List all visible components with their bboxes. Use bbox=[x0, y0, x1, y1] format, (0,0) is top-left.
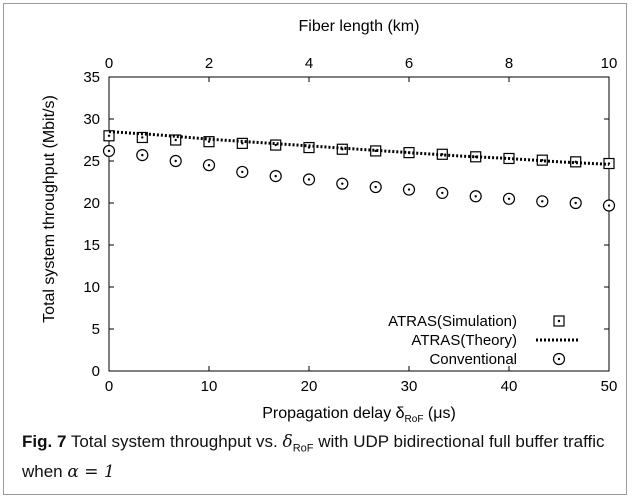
plot-area-frame bbox=[108, 76, 610, 372]
marker-dot bbox=[274, 143, 277, 147]
data-point-conventional bbox=[502, 192, 516, 205]
caption-figure-label: Fig. 7 bbox=[22, 432, 67, 451]
caption-symbol: δ bbox=[282, 432, 293, 452]
data-point-conventional bbox=[169, 154, 182, 168]
data-point-conventional bbox=[269, 170, 282, 183]
y-tick-label: 5 bbox=[92, 321, 100, 338]
data-point-atras-simulation bbox=[170, 134, 182, 146]
x-axis-title-subscript: RoF bbox=[405, 414, 424, 424]
data-point-conventional bbox=[302, 173, 316, 186]
y-tick-label: 30 bbox=[83, 111, 100, 128]
marker-dot bbox=[307, 178, 311, 181]
marker-dot bbox=[207, 164, 211, 167]
caption-text-2: with UDP bidirectional full buffer traff… bbox=[22, 432, 605, 482]
caption-text-1: Total system throughput vs. bbox=[66, 432, 283, 451]
x2-tick-label: 4 bbox=[305, 55, 313, 72]
marker-dot bbox=[441, 191, 444, 195]
data-point-conventional bbox=[569, 196, 582, 210]
marker-dot bbox=[107, 149, 111, 153]
caption-alpha-expression: α = 1 bbox=[67, 462, 115, 483]
x2-tick-label: 0 bbox=[105, 55, 113, 72]
data-point-conventional bbox=[402, 183, 416, 196]
x-tick-label: 40 bbox=[501, 378, 518, 395]
marker-dot bbox=[407, 188, 411, 191]
figure-frame: Fiber length (km) 0 5 10 15 20 25 30 35 0 10 20 30 4… bbox=[3, 3, 627, 495]
data-point-atras-simulation bbox=[236, 137, 248, 149]
caption-symbol-subscript: RoF bbox=[292, 442, 314, 455]
data-point-atras-simulation bbox=[103, 130, 115, 142]
marker-dot bbox=[274, 174, 277, 178]
legend-swatch-conventional bbox=[552, 352, 566, 366]
figure-caption: Fig. 7 Total system throughput vs. δRoF … bbox=[22, 430, 622, 484]
data-point-conventional bbox=[536, 195, 549, 208]
legend-label-atras-theory: ATRAS(Theory) bbox=[411, 332, 517, 349]
data-point-conventional bbox=[136, 149, 149, 162]
series-line-atras-theory bbox=[108, 130, 610, 166]
x-axis-title-main: Propagation delay δ bbox=[262, 405, 404, 422]
data-point-conventional bbox=[236, 165, 249, 179]
data-point-conventional bbox=[602, 199, 616, 212]
marker-dot bbox=[607, 204, 611, 207]
data-point-conventional bbox=[436, 186, 449, 200]
x-axis-title: Propagation delay δRoF (μs) bbox=[262, 405, 456, 424]
data-point-conventional bbox=[469, 190, 482, 203]
y-tick-label: 10 bbox=[83, 279, 100, 296]
data-point-conventional bbox=[202, 159, 216, 172]
marker-dot bbox=[341, 182, 344, 185]
marker-dot bbox=[107, 134, 111, 137]
marker-dot bbox=[574, 201, 577, 205]
x-tick-label: 20 bbox=[301, 378, 318, 395]
y-tick-label: 20 bbox=[83, 195, 100, 212]
marker-dot bbox=[174, 159, 177, 163]
data-point-atras-simulation bbox=[203, 136, 215, 148]
y-tick-label: 15 bbox=[83, 237, 100, 254]
x-tick-label: 0 bbox=[105, 378, 113, 395]
x2-tick-label: 8 bbox=[505, 55, 513, 72]
marker-dot bbox=[557, 319, 561, 323]
x2-tick-label: 6 bbox=[405, 55, 413, 72]
marker-dot bbox=[374, 185, 377, 189]
legend-swatch-atras-simulation bbox=[553, 315, 565, 327]
legend-label-conventional: Conventional bbox=[429, 351, 517, 368]
marker-dot bbox=[474, 195, 477, 198]
x-tick-label: 50 bbox=[601, 378, 618, 395]
data-point-atras-simulation bbox=[370, 145, 382, 157]
marker-dot bbox=[207, 140, 211, 143]
x-tick-label: 10 bbox=[201, 378, 218, 395]
y-tick-label: 35 bbox=[83, 69, 100, 86]
x2-tick-label: 10 bbox=[601, 55, 618, 72]
y-axis-title: Total system throughput (Mbit/s) bbox=[41, 95, 58, 323]
data-point-conventional bbox=[102, 144, 116, 158]
marker-dot bbox=[507, 197, 511, 200]
marker-dot bbox=[241, 170, 244, 174]
x2-tick-label: 2 bbox=[205, 55, 213, 72]
marker-dot bbox=[141, 136, 144, 139]
marker-dot bbox=[141, 153, 144, 157]
x-axis-title-unit: (μs) bbox=[423, 405, 455, 422]
marker-dot bbox=[557, 357, 561, 361]
top-axis-title: Fiber length (km) bbox=[299, 18, 420, 35]
x-tick-label: 30 bbox=[401, 378, 418, 395]
data-point-conventional bbox=[336, 177, 349, 190]
y-tick-label: 0 bbox=[92, 363, 100, 380]
marker-dot bbox=[541, 200, 544, 203]
legend-label-atras-simulation: ATRAS(Simulation) bbox=[388, 313, 517, 330]
marker-dot bbox=[174, 138, 177, 142]
data-point-conventional bbox=[369, 180, 382, 194]
y-tick-label: 25 bbox=[83, 153, 100, 170]
data-point-atras-simulation bbox=[270, 139, 282, 151]
